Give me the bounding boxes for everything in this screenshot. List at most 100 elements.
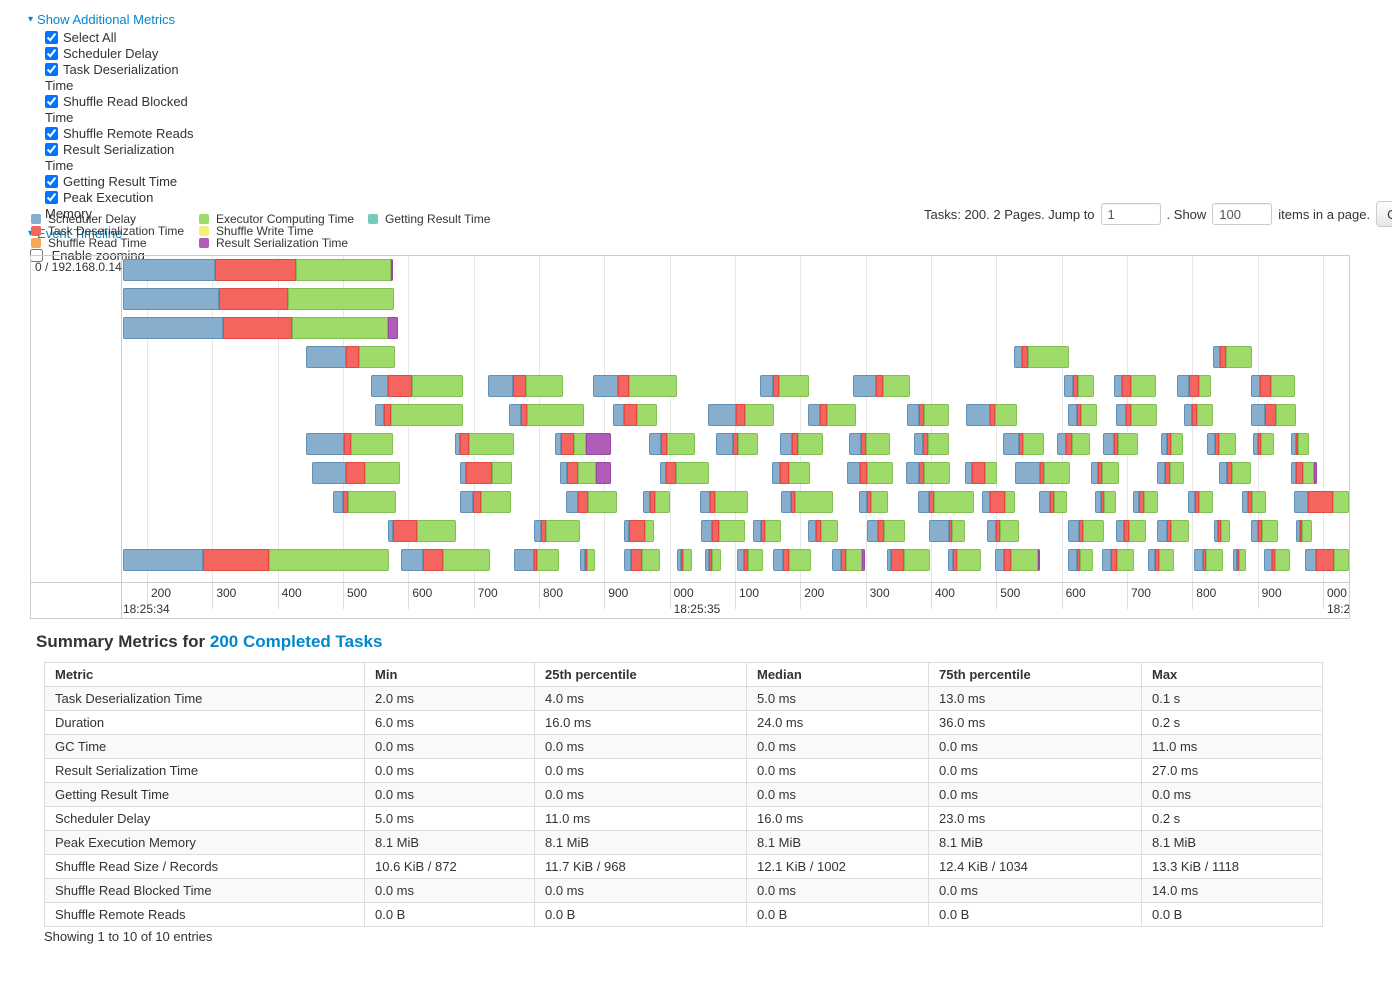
task-segment-task-deserialization (1218, 520, 1222, 542)
metric-value-cell: 10.6 KiB / 872 (364, 854, 535, 879)
metric-value-cell: 16.0 ms (534, 710, 747, 735)
task-segment-executor-computing (1169, 462, 1184, 484)
task-segment-task-deserialization (1121, 375, 1131, 397)
metric-value-cell: 8.1 MiB (746, 830, 929, 855)
task-segment-executor-computing (924, 462, 950, 484)
items-per-page-input[interactable] (1212, 203, 1273, 225)
task-segment-executor-computing (866, 433, 890, 455)
task-bar (982, 491, 1015, 513)
task-segment-scheduler-delay (624, 549, 632, 571)
axis-tick-label: 700 (1130, 586, 1151, 600)
metric-value-cell: 0.0 ms (364, 878, 535, 903)
gridline (1061, 256, 1063, 582)
task-segment-scheduler-delay (649, 433, 661, 455)
metric-checkbox[interactable] (45, 47, 58, 60)
task-segment-task-deserialization (1295, 433, 1299, 455)
task-segment-task-deserialization (618, 375, 630, 397)
table-header-cell[interactable]: Metric (44, 662, 365, 687)
jump-to-page-input[interactable] (1100, 203, 1161, 225)
task-segment-task-deserialization (383, 404, 391, 426)
task-segment-task-deserialization (782, 549, 789, 571)
metric-checkbox-label: Select All (63, 30, 117, 45)
metric-checkbox-row[interactable]: Shuffle Read Blocked Time (45, 94, 195, 126)
metric-value-cell: 0.2 s (1141, 806, 1323, 831)
metric-value-cell: 8.1 MiB (534, 830, 747, 855)
task-segment-scheduler-delay (375, 404, 384, 426)
task-segment-executor-computing (1143, 491, 1158, 513)
axis-tick-label: 900 (608, 586, 629, 600)
gridline (147, 256, 148, 582)
metric-value-cell: 11.0 ms (1141, 734, 1323, 759)
metric-checkbox-label: Result Serialization Time (45, 142, 175, 173)
task-segment-scheduler-delay (593, 375, 619, 397)
table-body: Task Deserialization Time 2.0 ms 4.0 ms 5.0… (44, 686, 1323, 927)
metric-checkbox-row[interactable]: Select All (45, 30, 195, 46)
task-segment-task-deserialization (1050, 491, 1054, 513)
metric-value-cell: 12.1 KiB / 1002 (746, 854, 929, 879)
table-header-cell[interactable]: Max (1141, 662, 1323, 687)
metric-checkbox-row[interactable]: Shuffle Remote Reads (45, 126, 195, 142)
legend-label: Shuffle Write Time (216, 224, 314, 238)
task-segment-task-deserialization (1307, 491, 1333, 513)
task-bar (375, 404, 463, 426)
table-header-cell[interactable]: Min (364, 662, 535, 687)
task-bar (772, 462, 810, 484)
table-header-cell[interactable]: Median (746, 662, 929, 687)
metric-value-cell: 8.1 MiB (1141, 830, 1323, 855)
metric-checkbox-row[interactable]: Task Deserialization Time (45, 62, 195, 94)
table-header-cell[interactable]: 75th percentile (928, 662, 1142, 687)
task-bar (832, 549, 865, 571)
metric-checkbox[interactable] (45, 95, 58, 108)
task-bar (1264, 549, 1290, 571)
task-segment-executor-computing (744, 404, 774, 426)
show-additional-metrics-link[interactable]: ▾ Show Additional Metrics (28, 12, 228, 28)
metric-value-cell: 0.0 ms (928, 782, 1142, 807)
task-segment-task-deserialization (1264, 404, 1276, 426)
task-segment-scheduler-delay (566, 491, 579, 513)
metric-checkbox-row[interactable]: Getting Result Time (45, 174, 195, 190)
metric-checkbox[interactable] (45, 191, 58, 204)
task-segment-scheduler-delay (460, 491, 473, 513)
axis-tick-label: 000 (1326, 586, 1347, 600)
task-segment-scheduler-delay (1294, 491, 1308, 513)
gridline (1322, 256, 1324, 582)
task-segment-executor-computing (292, 317, 389, 339)
metric-checkbox[interactable] (45, 175, 58, 188)
task-segment-executor-computing (1270, 375, 1295, 397)
legend-column: Getting Result Time (368, 213, 490, 225)
task-segment-scheduler-delay (853, 375, 877, 397)
task-segment-executor-computing (1053, 491, 1067, 513)
task-segment-task-deserialization (393, 520, 418, 542)
task-segment-scheduler-delay (948, 549, 953, 571)
metric-checkbox[interactable] (45, 127, 58, 140)
task-segment-task-deserialization (790, 491, 796, 513)
event-timeline-link[interactable]: ▾ Event Timeline (28, 226, 228, 242)
go-button[interactable]: Go (1376, 201, 1392, 227)
metric-checkbox[interactable] (45, 143, 58, 156)
metric-value-cell: 23.0 ms (928, 806, 1142, 831)
axis-tick (473, 583, 475, 609)
task-bar (534, 520, 580, 542)
task-segment-scheduler-delay (1114, 375, 1122, 397)
metric-checkbox[interactable] (45, 31, 58, 44)
task-segment-scheduler-delay (737, 549, 745, 571)
tasks-count-text: Tasks: 200. 2 Pages. Jump to (924, 206, 1095, 222)
task-segment-task-deserialization (1155, 549, 1159, 571)
table-header-cell[interactable]: 25th percentile (534, 662, 747, 687)
legend-entry: Scheduler Delay (31, 213, 184, 225)
caret-down-icon: ▾ (28, 14, 34, 25)
task-segment-scheduler-delay (700, 491, 710, 513)
task-segment-executor-computing (871, 491, 888, 513)
task-segment-executor-computing (546, 520, 580, 542)
task-segment-scheduler-delay (1116, 520, 1125, 542)
task-bar (847, 462, 893, 484)
metric-checkbox-row[interactable]: Scheduler Delay (45, 46, 195, 62)
completed-tasks-link[interactable]: 200 Completed Tasks (209, 632, 383, 651)
task-segment-scheduler-delay (918, 491, 930, 513)
metric-checkbox[interactable] (45, 63, 58, 76)
metric-checkbox-row[interactable]: Peak Execution Memory (45, 190, 195, 222)
table-row: Peak Execution Memory 8.1 MiB 8.1 MiB 8.1 M… (44, 830, 1323, 855)
task-segment-executor-computing (715, 491, 748, 513)
metric-checkbox-row[interactable]: Result Serialization Time (45, 142, 195, 174)
task-segment-scheduler-delay (705, 549, 710, 571)
